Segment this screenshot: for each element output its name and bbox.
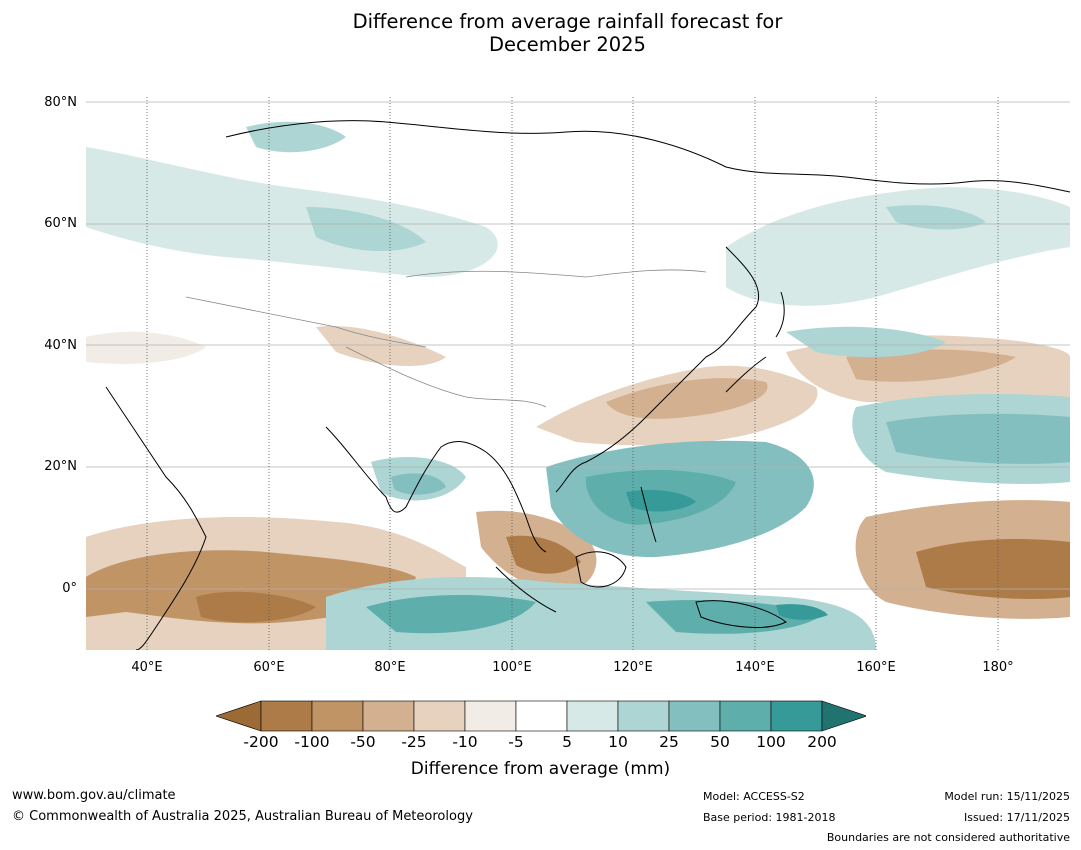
wet-area-northeast-asia	[726, 187, 1070, 306]
coastline-borneo	[575, 551, 627, 588]
colorbar-tick-label: -100	[294, 733, 330, 751]
country-borders	[185, 269, 707, 408]
border-china-mongolia	[405, 269, 707, 278]
coastline-east-asia	[555, 246, 760, 493]
colorbar-tick-label: 25	[659, 733, 679, 751]
wet-area-kamchatka	[886, 205, 986, 230]
colorbar-tick-label: 100	[756, 733, 786, 751]
colorbar-tick-label: -50	[350, 733, 376, 751]
title-line-2: December 2025	[489, 33, 646, 56]
map-title: Difference from average rainfall forecas…	[0, 10, 1081, 56]
dry-area-maritime-core	[506, 535, 581, 574]
colorbar-tick-label: -10	[452, 733, 478, 751]
lon-label-80e: 80°E	[374, 660, 406, 675]
colorbar-extend-below	[216, 700, 262, 732]
wet-area-northwest-pacific	[786, 326, 946, 358]
coastline-new-guinea	[695, 600, 787, 628]
colorbar-cell-m200_m100	[260, 700, 313, 732]
colorbar-label: Difference from average (mm)	[0, 759, 1081, 779]
footer-copyright: © Commonwealth of Australia 2025, Austra…	[12, 809, 473, 824]
border-himalaya	[345, 346, 547, 408]
lat-label-equator: 0°	[62, 581, 77, 596]
coastline-philippines	[640, 486, 657, 543]
lon-label-40e: 40°E	[131, 660, 163, 675]
footer-disclaimer: Boundaries are not considered authoritat…	[826, 831, 1070, 844]
wet-area-west-siberia	[306, 207, 426, 252]
dry-area-middle-east	[86, 331, 206, 364]
footer-website: www.bom.gov.au/climate	[12, 788, 176, 803]
dry-area-china-core	[606, 378, 768, 419]
border-central-asia	[185, 296, 427, 348]
colorbar-cell-m10_m5	[464, 700, 517, 732]
coastline-arabia-africa	[105, 386, 207, 650]
colorbar-cell-p10_25	[617, 700, 670, 732]
lon-label-100e: 100°E	[492, 660, 532, 675]
dry-area-central-pacific-core	[916, 539, 1070, 599]
colorbar-cell-m50_m25	[362, 700, 415, 732]
coastline-japan	[725, 291, 785, 393]
footer-issued: Issued: 17/11/2025	[963, 811, 1070, 824]
coastline-indian-subcontinent	[325, 426, 487, 513]
colorbar-tick-label: 50	[710, 733, 730, 751]
lat-label-60n: 60°N	[44, 216, 77, 231]
wet-anomaly-areas	[86, 121, 1070, 650]
colorbar	[216, 700, 866, 732]
colorbar-tick-label: 200	[807, 733, 837, 751]
colorbar-tick-label: 5	[562, 733, 572, 751]
meridians	[146, 97, 999, 650]
lat-label-80n: 80°N	[44, 95, 77, 110]
colorbar-cell-p50_100	[719, 700, 772, 732]
footer-model: Model: ACCESS-S2	[703, 790, 805, 803]
lon-label-180: 180°	[982, 660, 1014, 675]
colorbar-cell-p5_10	[566, 700, 619, 732]
wet-area-indonesia-core	[366, 595, 536, 634]
lon-label-120e: 120°E	[613, 660, 653, 675]
colorbar-cell-m25_m10	[413, 700, 466, 732]
lat-label-40n: 40°N	[44, 338, 77, 353]
colorbar-tick-label: 10	[608, 733, 628, 751]
coastline-arctic	[225, 120, 1070, 193]
dry-anomaly-areas	[86, 326, 1070, 650]
colorbar-extend-above	[821, 700, 866, 732]
dry-area-north-pacific-core	[846, 349, 1016, 382]
lon-label-60e: 60°E	[253, 660, 285, 675]
graticule	[86, 101, 1070, 590]
colorbar-cell-m5_5	[515, 700, 568, 732]
wet-area-siberia	[86, 147, 498, 277]
lon-label-160e: 160°E	[856, 660, 896, 675]
colorbar-cell-p25_50	[668, 700, 721, 732]
colorbar-label-text: Difference from average (mm)	[410, 759, 671, 779]
wet-area-arafura-max	[776, 604, 828, 620]
colorbar-tick-label: -5	[508, 733, 524, 751]
lon-label-140e: 140°E	[735, 660, 775, 675]
footer-model-run: Model run: 15/11/2025	[944, 790, 1070, 803]
wet-area-siberia-core	[246, 121, 346, 153]
coastline-southeast-asia	[485, 451, 547, 553]
dry-area-equatorial-west	[196, 591, 316, 623]
colorbar-tick-label: -200	[243, 733, 279, 751]
rainfall-anomaly-map	[86, 97, 1070, 650]
coastlines	[105, 120, 1070, 650]
dry-area-himalaya	[316, 326, 446, 367]
lat-label-20n: 20°N	[44, 459, 77, 474]
footer-base-period: Base period: 1981-2018	[703, 811, 836, 824]
wet-area-bay-of-bengal-core	[391, 473, 446, 495]
coastline-sumatra	[495, 566, 557, 613]
map-canvas	[86, 97, 1070, 650]
colorbar-cell-m100_m50	[311, 700, 364, 732]
colorbar-cell-p100_200	[770, 700, 823, 732]
title-line-1: Difference from average rainfall forecas…	[352, 10, 783, 33]
colorbar-tick-label: -25	[401, 733, 427, 751]
wet-area-central-north-pacific-core	[886, 413, 1070, 464]
